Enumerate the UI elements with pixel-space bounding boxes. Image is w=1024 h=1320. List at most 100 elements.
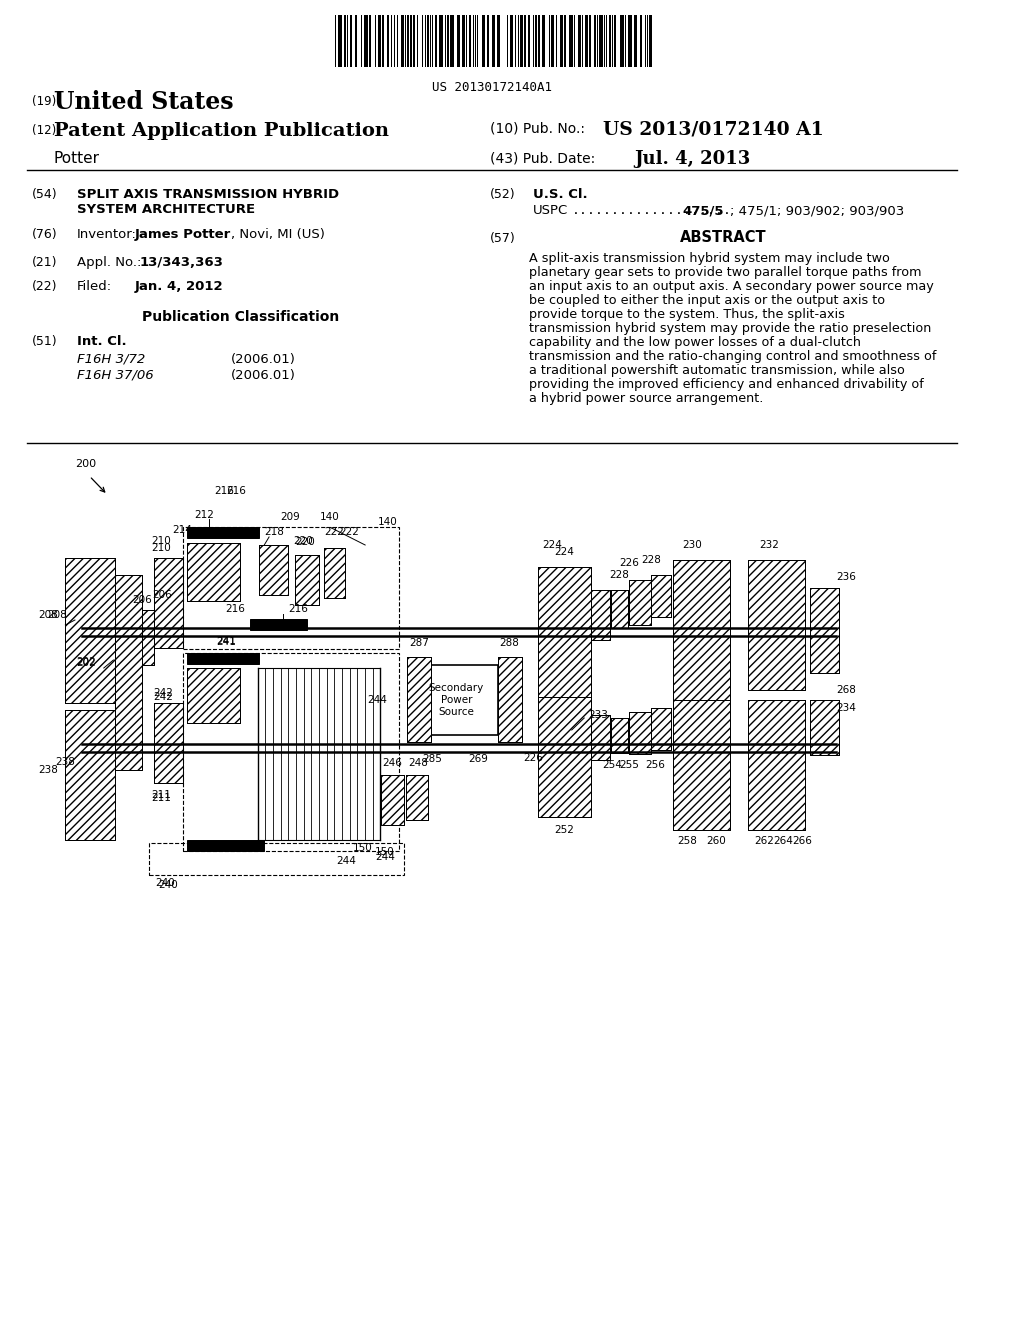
- Text: 226: 226: [523, 752, 544, 763]
- Text: US 20130172140A1: US 20130172140A1: [432, 81, 553, 94]
- Bar: [66, 710, 116, 840]
- Bar: [411, 15, 413, 67]
- Text: 228: 228: [642, 554, 662, 565]
- Bar: [148, 843, 403, 875]
- Text: Filed:: Filed:: [77, 280, 112, 293]
- Text: planetary gear sets to provide two parallel torque paths from: planetary gear sets to provide two paral…: [528, 267, 921, 279]
- Bar: [629, 15, 632, 67]
- Bar: [182, 527, 398, 649]
- Text: 287: 287: [409, 638, 429, 648]
- Bar: [527, 15, 530, 67]
- Bar: [344, 15, 346, 67]
- Text: 234: 234: [836, 704, 856, 713]
- Text: Patent Application Publication: Patent Application Publication: [54, 121, 389, 140]
- Text: A split-axis transmission hybrid system may include two: A split-axis transmission hybrid system …: [528, 252, 890, 265]
- Bar: [564, 15, 566, 67]
- Text: Publication Classification: Publication Classification: [141, 310, 339, 323]
- Text: provide torque to the system. Thus, the split-axis: provide torque to the system. Thus, the …: [528, 308, 845, 321]
- Text: 220: 220: [296, 537, 315, 546]
- Bar: [382, 15, 384, 67]
- Bar: [187, 543, 241, 601]
- Bar: [439, 15, 443, 67]
- Text: F16H 3/72: F16H 3/72: [77, 352, 145, 366]
- Bar: [324, 548, 345, 598]
- Text: 140: 140: [319, 512, 340, 521]
- Bar: [609, 15, 611, 67]
- Bar: [187, 840, 264, 851]
- Text: 202: 202: [77, 657, 96, 668]
- Bar: [462, 15, 465, 67]
- Bar: [365, 15, 368, 67]
- Text: 475/5: 475/5: [682, 205, 724, 216]
- Bar: [116, 576, 142, 770]
- Bar: [295, 554, 319, 605]
- Text: Jul. 4, 2013: Jul. 4, 2013: [634, 150, 751, 168]
- Bar: [187, 653, 259, 664]
- Text: 246: 246: [382, 758, 402, 768]
- Bar: [408, 657, 431, 742]
- Text: 211: 211: [152, 789, 171, 800]
- Bar: [542, 15, 545, 67]
- Text: (51): (51): [32, 335, 57, 348]
- Bar: [404, 15, 407, 67]
- Bar: [591, 715, 610, 760]
- Text: 240: 240: [156, 878, 175, 888]
- Bar: [673, 560, 730, 700]
- Bar: [630, 711, 650, 754]
- Bar: [673, 560, 730, 700]
- Bar: [810, 700, 839, 755]
- Bar: [569, 15, 572, 67]
- Bar: [458, 15, 460, 67]
- Text: 222: 222: [339, 527, 358, 537]
- Bar: [810, 587, 839, 673]
- Bar: [651, 576, 671, 616]
- Bar: [630, 579, 650, 624]
- Text: a hybrid power source arrangement.: a hybrid power source arrangement.: [528, 392, 763, 405]
- Text: 216: 216: [214, 486, 234, 496]
- Text: ABSTRACT: ABSTRACT: [680, 230, 767, 246]
- Text: 252: 252: [554, 825, 574, 836]
- Bar: [369, 15, 371, 67]
- Bar: [748, 700, 805, 830]
- Bar: [510, 15, 513, 67]
- Bar: [594, 15, 596, 67]
- Bar: [673, 700, 730, 830]
- Bar: [551, 15, 553, 67]
- Bar: [250, 619, 307, 630]
- Bar: [407, 775, 428, 820]
- Bar: [810, 700, 839, 741]
- Bar: [538, 697, 591, 817]
- Text: 208: 208: [47, 610, 68, 620]
- Bar: [560, 15, 563, 67]
- Bar: [611, 718, 629, 752]
- Bar: [673, 700, 730, 830]
- Bar: [487, 15, 489, 67]
- Bar: [435, 15, 437, 67]
- Bar: [187, 527, 259, 539]
- Text: 242: 242: [154, 688, 173, 698]
- Text: 288: 288: [500, 638, 519, 648]
- Text: 268: 268: [836, 685, 856, 696]
- Text: capability and the low power losses of a dual-clutch: capability and the low power losses of a…: [528, 337, 860, 348]
- Text: transmission and the ratio-changing control and smoothness of: transmission and the ratio-changing cont…: [528, 350, 936, 363]
- Text: 248: 248: [408, 758, 428, 768]
- Bar: [498, 657, 522, 742]
- Bar: [591, 590, 610, 640]
- Text: 264: 264: [773, 836, 793, 846]
- Bar: [538, 568, 591, 697]
- Bar: [142, 610, 154, 665]
- Bar: [187, 543, 241, 601]
- Text: 244: 244: [336, 855, 356, 866]
- Bar: [446, 15, 449, 67]
- Bar: [408, 15, 410, 67]
- Text: F16H 37/06: F16H 37/06: [77, 370, 154, 381]
- Text: 256: 256: [645, 760, 666, 770]
- Text: providing the improved efficiency and enhanced drivability of: providing the improved efficiency and en…: [528, 378, 924, 391]
- Bar: [66, 558, 116, 704]
- Bar: [381, 775, 403, 825]
- Bar: [651, 576, 671, 616]
- Text: 238: 238: [38, 766, 57, 775]
- Text: ....................: ....................: [571, 205, 732, 216]
- Text: (19): (19): [32, 95, 56, 108]
- Text: 241: 241: [216, 636, 236, 645]
